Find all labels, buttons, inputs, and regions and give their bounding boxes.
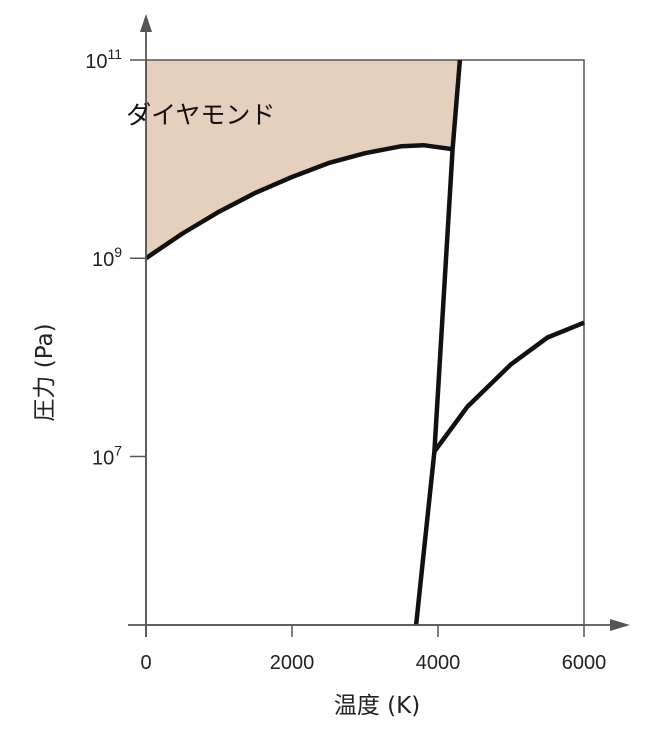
steep-boundary-line (413, 59, 463, 626)
series-layer (144, 59, 585, 626)
diamond-lower-boundary-line (144, 142, 453, 261)
y-tick-label: 109 (92, 244, 122, 271)
y-tick-label: 107 (92, 442, 122, 469)
x-tick-label: 6000 (562, 652, 607, 674)
x-tick-label: 0 (140, 652, 151, 674)
x-tick-label: 2000 (270, 652, 315, 674)
x-tick-label: 4000 (416, 652, 461, 674)
y-tick-label: 1011 (85, 46, 122, 73)
x-axis-arrow (610, 619, 630, 631)
diamond-region-label: ダイヤモンド (126, 101, 275, 130)
axes-layer: 0 2000 4000 6000 107 109 1011 (85, 14, 630, 674)
y-axis-title: 圧力 (Pa) (32, 323, 58, 421)
right-boundary-line (432, 320, 585, 453)
x-axis-title: 温度 (K) (334, 693, 420, 719)
y-axis-arrow (140, 14, 152, 32)
